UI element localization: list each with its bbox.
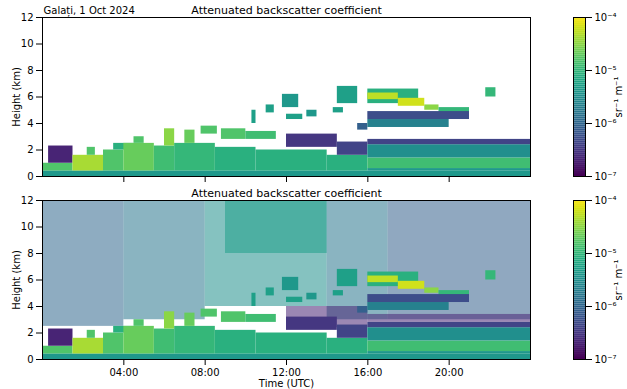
svg-text:Height (km): Height (km) (11, 67, 22, 127)
svg-text:sr⁻¹ m⁻¹: sr⁻¹ m⁻¹ (613, 260, 624, 301)
svg-text:Attenuated backscatter coeffic: Attenuated backscatter coefficient (191, 187, 382, 200)
svg-text:10⁻⁷: 10⁻⁷ (595, 171, 617, 182)
svg-text:12: 12 (21, 12, 34, 23)
svg-text:Height (km): Height (km) (11, 250, 22, 310)
svg-text:0: 0 (27, 354, 33, 365)
svg-text:2: 2 (27, 327, 33, 338)
svg-text:10: 10 (21, 221, 34, 232)
svg-text:10⁻⁵: 10⁻⁵ (595, 65, 617, 76)
svg-text:4: 4 (27, 301, 33, 312)
svg-text:10⁻⁵: 10⁻⁵ (595, 248, 617, 259)
svg-text:10⁻⁴: 10⁻⁴ (595, 195, 617, 206)
svg-text:2: 2 (27, 144, 33, 155)
svg-text:12:00: 12:00 (272, 367, 301, 378)
svg-text:08:00: 08:00 (191, 367, 220, 378)
svg-text:10⁻⁴: 10⁻⁴ (595, 12, 617, 23)
svg-text:12: 12 (21, 195, 34, 206)
svg-text:20:00: 20:00 (435, 367, 464, 378)
svg-text:8: 8 (27, 65, 33, 76)
svg-text:04:00: 04:00 (109, 367, 138, 378)
svg-text:sr⁻¹ m⁻¹: sr⁻¹ m⁻¹ (613, 77, 624, 118)
svg-text:10⁻⁷: 10⁻⁷ (595, 354, 617, 365)
svg-text:10⁻⁶: 10⁻⁶ (595, 118, 617, 129)
svg-text:8: 8 (27, 248, 33, 259)
svg-text:6: 6 (27, 274, 33, 285)
svg-text:0: 0 (27, 171, 33, 182)
svg-text:6: 6 (27, 91, 33, 102)
svg-text:10: 10 (21, 38, 34, 49)
svg-text:4: 4 (27, 118, 33, 129)
svg-text:Time (UTC): Time (UTC) (258, 378, 314, 389)
svg-text:10⁻⁶: 10⁻⁶ (595, 301, 617, 312)
svg-text:Galați, 1 Oct 2024: Galați, 1 Oct 2024 (44, 5, 135, 17)
svg-text:Attenuated backscatter coeffic: Attenuated backscatter coefficient (191, 4, 382, 17)
svg-text:16:00: 16:00 (353, 367, 382, 378)
